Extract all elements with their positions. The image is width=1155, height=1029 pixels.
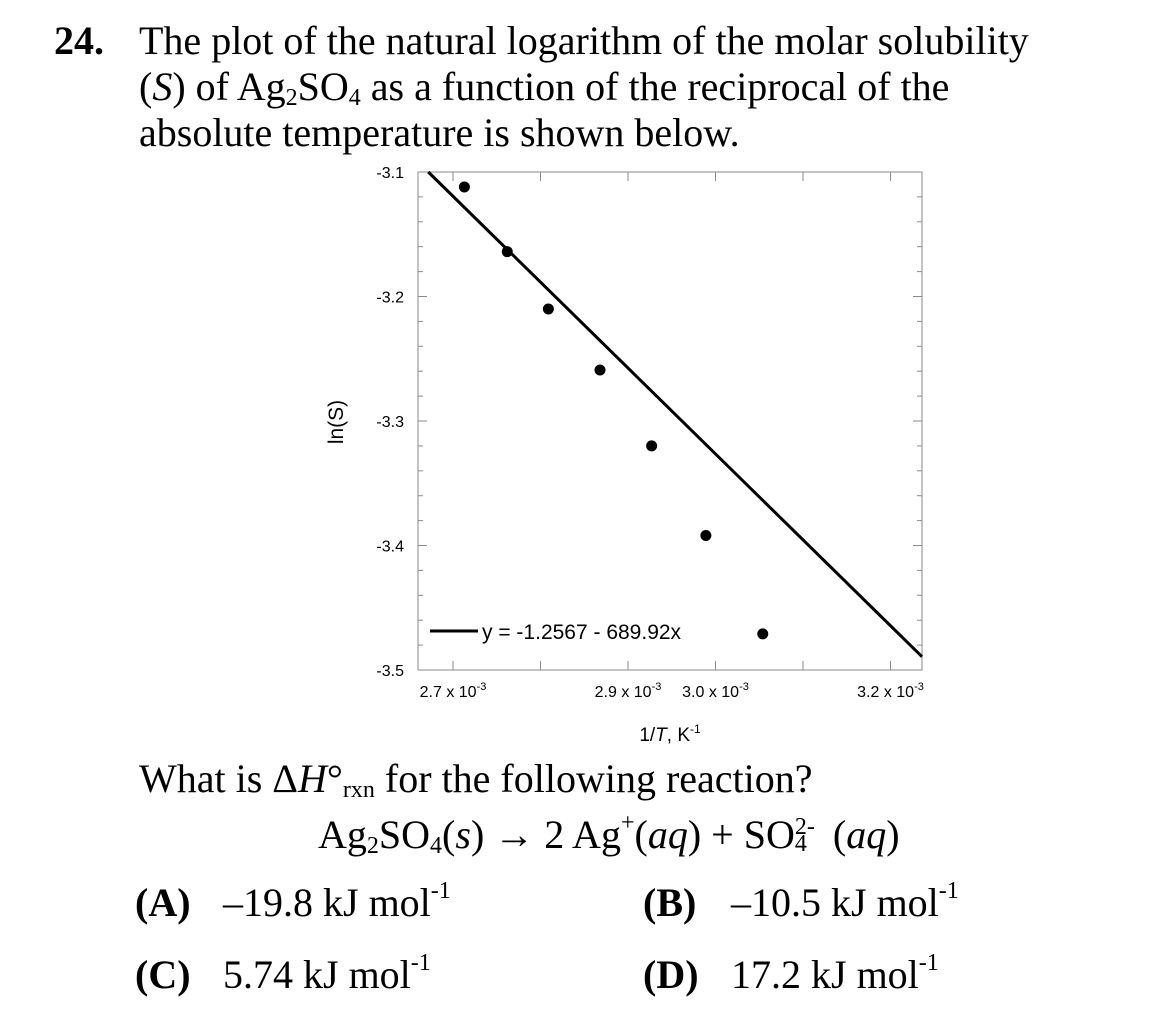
ag-charge: +: [620, 810, 635, 836]
x-tick-exponent: -3: [739, 681, 749, 693]
data-point: [700, 530, 712, 542]
stem-line-2-end: as a function of the reciprocal of the: [360, 64, 950, 109]
prompt-post: for the following reaction?: [374, 756, 813, 801]
prompt-degree: °: [326, 756, 343, 801]
y-axis: -3.1 -3.2 -3.3 -3.4 -3.5: [376, 165, 922, 680]
x-tick-exponent: -3: [914, 681, 924, 693]
plot-frame: [417, 171, 923, 671]
reactant-sub-2: 2: [366, 832, 379, 859]
choice-c-value: 5.74 kJ mol: [223, 952, 411, 997]
data-point: [757, 628, 769, 640]
stem-line-2: (S) of Ag2SO4 as a function of the recip…: [139, 64, 1129, 110]
aq2-open: (: [832, 812, 847, 857]
question-stem: The plot of the natural logarithm of the…: [139, 18, 1129, 156]
choice-b-letter: (B): [643, 880, 697, 925]
product-sulfate: + SO: [701, 812, 795, 857]
reactant-sub-4: 4: [430, 832, 443, 859]
x-tick-label: 3.2 x 10-3: [857, 681, 924, 701]
choice-b-value: –10.5 kJ mol: [731, 880, 939, 925]
y-axis-label: ln(S): [325, 400, 348, 444]
prompt-subscript-rxn: rxn: [342, 776, 375, 803]
choice-a-value: –19.8 kJ mol: [223, 880, 431, 925]
x-tick-label: 2.7 x 10-3: [420, 681, 487, 701]
data-points: [458, 181, 769, 640]
stem-open-paren: (: [139, 64, 153, 109]
aq2-state: aq: [846, 812, 887, 857]
legend-label: y = -1.2567 - 689.92x: [482, 621, 682, 644]
x-axis-label: 1/T, K-1: [639, 722, 701, 746]
stem-variable-s: S: [152, 64, 173, 109]
fit-line: [427, 170, 924, 658]
aq1-state: aq: [647, 812, 688, 857]
choice-d-letter: (D): [643, 952, 699, 997]
choice-a[interactable]: (A) –19.8 kJ mol-1: [135, 878, 451, 926]
reaction-arrow: → 2 Ag: [484, 812, 621, 857]
reaction-equation: Ag2SO4(s) → 2 Ag+(aq) + SO 4 2- (aq): [318, 808, 900, 858]
y-tick-label: -3.3: [376, 414, 404, 431]
aq1-close: ): [687, 812, 702, 857]
choice-a-exponent: -1: [430, 878, 451, 904]
stem-line-1: The plot of the natural logarithm of the…: [139, 18, 1029, 63]
y-tick-label: -3.5: [376, 663, 404, 680]
sulfate-charge: 2-: [794, 814, 815, 841]
x-axis: 2.7 x 10-3 2.9 x 10-3 3.0 x 10-3 3.2 x 10-3: [420, 172, 924, 701]
choice-a-letter: (A): [135, 880, 191, 925]
choice-d[interactable]: (D) 17.2 kJ mol-1: [643, 950, 939, 998]
data-point: [542, 303, 554, 315]
data-point: [594, 364, 606, 376]
choice-c-exponent: -1: [410, 950, 431, 976]
prompt-variable-h: H: [298, 756, 327, 801]
stem-compound-start: ) of Ag: [172, 64, 286, 109]
solid-state: s: [455, 812, 471, 857]
x-tick-label: 2.9 x 10-3: [595, 681, 662, 701]
solid-close: ): [470, 812, 485, 857]
sulfate-scripts: 4 2-: [795, 808, 833, 857]
data-point: [501, 246, 513, 258]
choice-c[interactable]: (C) 5.74 kJ mol-1: [135, 950, 431, 998]
fit-line-group: [427, 170, 924, 658]
solid-open: (: [442, 812, 456, 857]
stem-compound-so: SO: [297, 64, 349, 109]
x-tick-exponent: -3: [477, 681, 487, 693]
data-point: [458, 181, 470, 193]
reactant-so: SO: [378, 812, 431, 857]
data-point: [646, 440, 658, 452]
sulfate-sub-4: 4: [794, 831, 807, 858]
stem-line-3: absolute temperature is shown below.: [139, 110, 740, 155]
y-tick-label: -3.4: [376, 539, 404, 556]
choice-c-letter: (C): [135, 952, 191, 997]
choice-d-value: 17.2 kJ mol: [731, 952, 919, 997]
stem-subscript-4: 4: [348, 84, 361, 111]
reactant-ag: Ag: [318, 812, 367, 857]
aq2-close: ): [886, 812, 900, 857]
choice-b[interactable]: (B) –10.5 kJ mol-1: [643, 878, 959, 926]
aq1-open: (: [634, 812, 648, 857]
y-tick-label: -3.1: [376, 165, 404, 182]
choice-d-exponent: -1: [918, 950, 939, 976]
plot-border: [417, 171, 923, 671]
x-tick-exponent: -3: [652, 681, 662, 693]
y-tick-label: -3.2: [376, 290, 404, 307]
choice-b-exponent: -1: [938, 878, 959, 904]
prompt-pre: What is Δ: [139, 756, 299, 801]
x-tick-label: 3.0 x 10-3: [682, 681, 749, 701]
question-prompt: What is ΔH°rxn for the following reactio…: [139, 756, 813, 802]
legend: y = -1.2567 - 689.92x: [430, 621, 682, 644]
stem-subscript-2: 2: [285, 84, 298, 111]
question-number: 24.: [54, 18, 104, 63]
